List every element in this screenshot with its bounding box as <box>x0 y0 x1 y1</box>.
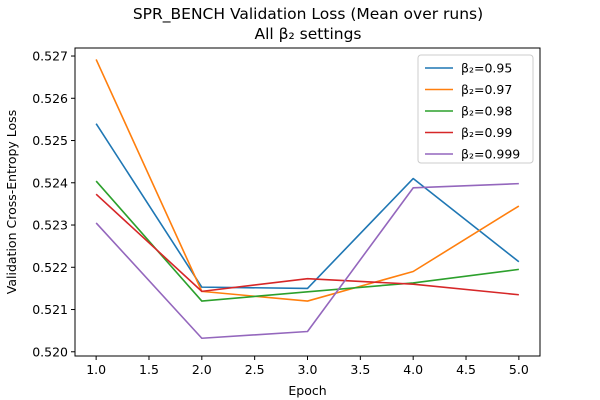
legend-label: β₂=0.97 <box>461 82 512 97</box>
series-line-4 <box>95 182 519 340</box>
y-tick-label: 0.527 <box>32 49 68 64</box>
series-line-2 <box>95 180 519 302</box>
x-tick-label: 5.0 <box>509 362 529 377</box>
x-tick-label: 3.5 <box>350 362 370 377</box>
legend-label: β₂=0.999 <box>461 147 520 162</box>
legend: β₂=0.95 β₂=0.97 β₂=0.98 β₂=0.99 β₂=0.999 <box>417 54 534 164</box>
x-tick-label: 4.5 <box>456 362 476 377</box>
x-tick-label: 4.0 <box>403 362 423 377</box>
series-line-1 <box>95 59 520 302</box>
legend-label: β₂=0.99 <box>461 125 512 140</box>
plot-frame <box>74 47 541 357</box>
y-tick-label: 0.521 <box>32 302 68 317</box>
y-tick-label: 0.526 <box>32 91 68 106</box>
chart-title: SPR_BENCH Validation Loss (Mean over run… <box>133 5 483 24</box>
legend-label: β₂=0.98 <box>461 104 512 119</box>
x-tick-label: 3.0 <box>298 362 318 377</box>
chart-subtitle: All β₂ settings <box>255 25 362 43</box>
y-tick-label: 0.522 <box>32 260 68 275</box>
series-line-3 <box>95 193 519 296</box>
y-tick-label: 0.520 <box>32 344 68 359</box>
plot-lines <box>95 59 520 340</box>
x-tick-label: 1.5 <box>139 362 159 377</box>
legend-box <box>417 54 534 164</box>
x-tick-label: 1.0 <box>86 362 106 377</box>
legend-label: β₂=0.95 <box>461 61 512 76</box>
series-line-0 <box>95 123 520 290</box>
x-axis: 1.0 1.5 2.0 2.5 3.0 3.5 4.0 4.5 5.0 <box>86 356 529 377</box>
y-tick-label: 0.525 <box>32 133 68 148</box>
x-tick-label: 2.0 <box>192 362 212 377</box>
y-axis: 0.520 0.521 0.522 0.523 0.524 0.525 0.526 0.527 <box>32 49 75 359</box>
x-tick-label: 2.5 <box>245 362 265 377</box>
y-axis-label: Validation Cross-Entropy Loss <box>4 110 19 294</box>
y-tick-label: 0.524 <box>32 175 68 190</box>
y-tick-label: 0.523 <box>32 218 68 233</box>
x-axis-label: Epoch <box>288 383 326 398</box>
